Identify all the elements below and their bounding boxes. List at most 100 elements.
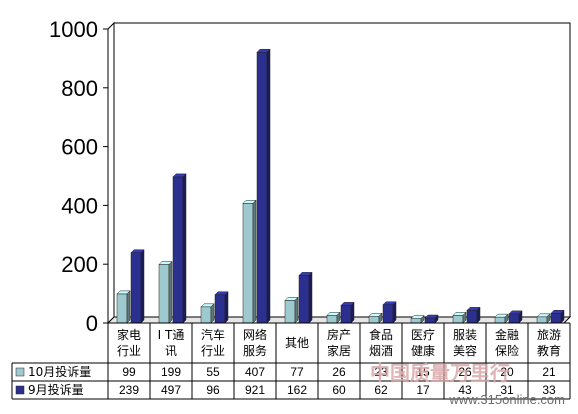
bar-front — [410, 318, 422, 324]
bar-side — [560, 309, 565, 324]
data-label: 17 — [416, 383, 430, 397]
category-label: 家电 — [117, 327, 141, 342]
bar-side — [434, 314, 439, 324]
bar-front — [172, 176, 184, 324]
legend-swatch — [15, 367, 25, 377]
bar-front — [158, 264, 170, 324]
bar-oct — [116, 290, 131, 324]
bar-side — [518, 310, 523, 324]
bar-side — [462, 311, 467, 324]
category-label: 教育 — [537, 343, 561, 358]
category-label: 美容 — [453, 343, 477, 358]
data-label: 497 — [161, 383, 181, 397]
category-label: 保险 — [495, 343, 519, 358]
y-tick-label: 600 — [61, 135, 98, 160]
category-label: 服务 — [243, 343, 267, 358]
bar-side — [140, 249, 145, 324]
data-label: 15 — [416, 365, 430, 379]
bar-front — [536, 316, 548, 324]
bar-front — [214, 294, 226, 324]
data-label: 55 — [206, 365, 220, 379]
legend-swatch — [15, 385, 25, 395]
bar-sep — [340, 301, 355, 324]
bar-front — [242, 203, 254, 324]
bar-front — [382, 304, 394, 324]
bar-front — [116, 293, 128, 324]
y-tick-label: 800 — [61, 76, 98, 101]
y-tick-label: 200 — [61, 252, 98, 277]
bar-front — [424, 317, 436, 324]
data-label: 33 — [542, 383, 556, 397]
data-label: 23 — [374, 365, 388, 379]
bars — [116, 48, 565, 324]
data-label: 99 — [122, 365, 136, 379]
bar-sep — [508, 310, 523, 324]
category-label: 食品 — [369, 327, 393, 342]
bar-side — [266, 48, 271, 324]
bar-sep — [298, 271, 313, 324]
data-label: 407 — [245, 365, 265, 379]
bar-front — [466, 310, 478, 324]
bar-sep — [382, 301, 397, 324]
bar-sep — [256, 48, 271, 324]
data-label: 199 — [161, 365, 181, 379]
bar-side — [168, 260, 173, 324]
data-label: 31 — [500, 383, 514, 397]
bar-front — [550, 313, 562, 324]
category-label: 医疗 — [411, 328, 435, 342]
data-label: 77 — [290, 365, 304, 379]
bar-side — [392, 301, 397, 324]
bar-oct — [452, 311, 467, 324]
data-label: 21 — [542, 365, 556, 379]
data-label: 96 — [206, 383, 220, 397]
data-label: 239 — [119, 383, 139, 397]
data-label: 162 — [287, 383, 307, 397]
bar-side — [504, 313, 509, 324]
bar-front — [200, 306, 212, 324]
bar-side — [336, 311, 341, 324]
category-label: 网络 — [243, 327, 267, 342]
bar-side — [476, 306, 481, 324]
category-label: 房产 — [327, 327, 351, 342]
watermark: 中国质量万里行 www.315online.com — [370, 361, 565, 407]
bar-oct — [410, 314, 425, 324]
bar-side — [546, 313, 551, 324]
category-label: 行业 — [201, 344, 225, 358]
category-label: 讯 — [165, 344, 177, 358]
bar-oct — [242, 199, 257, 324]
bar-sep — [466, 306, 481, 324]
bar-sep — [214, 291, 229, 324]
category-label: 旅游 — [537, 328, 561, 342]
category-label: 服装 — [453, 328, 477, 342]
y-tick-label: 1000 — [49, 17, 98, 42]
category-label: I T通 — [158, 328, 185, 342]
bar-front — [298, 275, 310, 324]
bar-front — [508, 313, 520, 324]
watermark-url: www.315online.com — [448, 392, 565, 407]
category-label: 烟酒 — [369, 344, 393, 358]
bar-front — [340, 305, 352, 324]
data-label: 60 — [332, 383, 346, 397]
bar-side — [420, 314, 425, 324]
bar-sep — [130, 249, 145, 324]
bar-oct — [284, 296, 299, 324]
bar-front — [494, 316, 506, 324]
bar-side — [350, 301, 355, 324]
category-label: 行业 — [117, 344, 141, 358]
bar-front — [368, 315, 380, 324]
y-axis: 0 200 400 600 800 1000 — [49, 17, 109, 336]
data-label: 20 — [500, 365, 514, 379]
side-wall — [107, 21, 115, 325]
data-label: 62 — [374, 383, 388, 397]
bar-front — [284, 300, 296, 324]
category-label: 其他 — [285, 336, 309, 350]
y-tick-label: 400 — [61, 193, 98, 218]
bar-oct — [200, 303, 215, 324]
category-label: 汽车 — [201, 327, 225, 342]
bar-oct — [536, 313, 551, 324]
category-label: 金融 — [495, 327, 519, 342]
bar-side — [126, 290, 131, 324]
bar-sep — [550, 309, 565, 324]
bar-side — [252, 199, 257, 324]
